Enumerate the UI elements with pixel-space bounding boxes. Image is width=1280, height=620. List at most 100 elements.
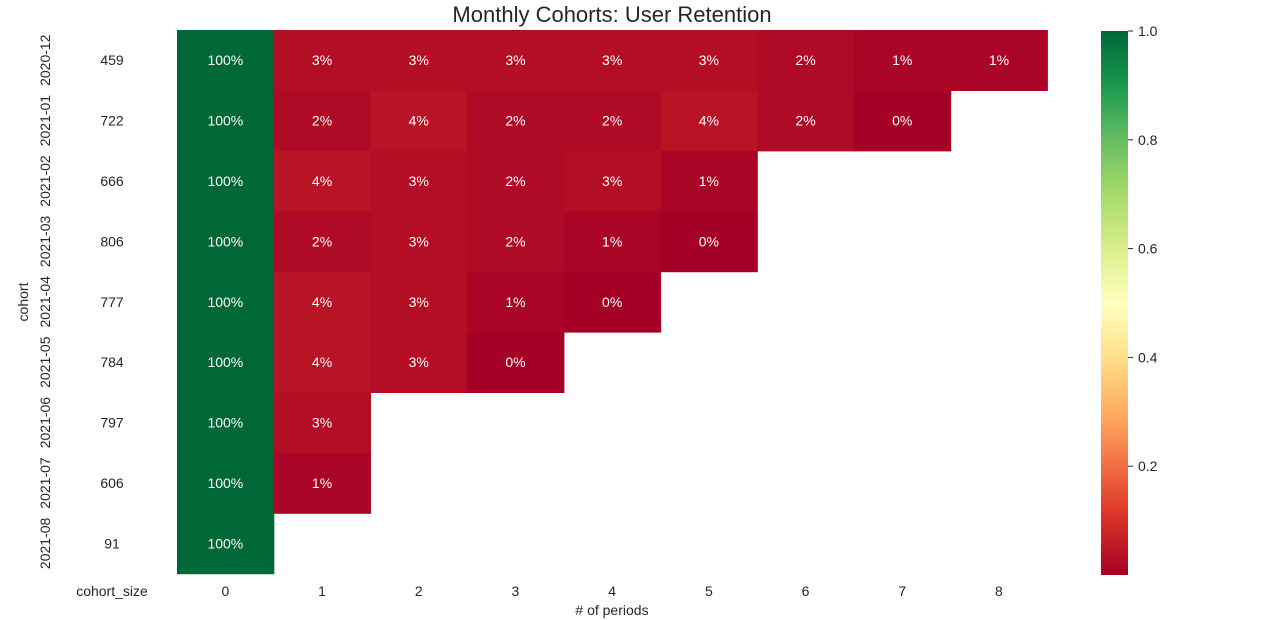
cohort-size-value: 784	[100, 354, 124, 370]
heatmap-cell	[467, 150, 565, 212]
heatmap-cell-label: 100%	[207, 415, 243, 431]
heatmap-cell-label: 3%	[409, 354, 429, 370]
heatmap-cell	[273, 271, 371, 333]
heatmap-cell-label: 100%	[207, 294, 243, 310]
heatmap-cell	[467, 211, 565, 273]
heatmap-cell	[660, 30, 758, 91]
cohort-size-label: cohort_size	[76, 583, 148, 599]
heatmap-cell	[563, 271, 662, 333]
cohort-size-value: 666	[100, 173, 124, 189]
y-tick-label: 2021-01	[37, 95, 53, 147]
y-tick-label: 2021-07	[37, 457, 53, 509]
heatmap-cell	[177, 150, 275, 212]
cohort-size-value: 797	[100, 415, 124, 431]
heatmap-cell	[467, 90, 565, 152]
heatmap-cell	[563, 30, 662, 91]
y-axis-label: cohort	[15, 282, 31, 321]
heatmap-cell-label: 4%	[312, 354, 332, 370]
x-axis-label: # of periods	[575, 602, 648, 618]
heatmap-cell-label: 1%	[602, 233, 622, 249]
heatmap-cell-label: 3%	[409, 233, 429, 249]
cohort-size-value: 722	[100, 113, 124, 129]
heatmap-cell-label: 1%	[892, 52, 912, 68]
heatmap-cell-label: 4%	[699, 113, 719, 129]
heatmap-cell	[853, 90, 952, 152]
heatmap-cell	[370, 271, 468, 333]
heatmap-cell	[660, 150, 758, 212]
colorbar-tick-label: 0.2	[1138, 458, 1158, 474]
heatmap-cell-label: 100%	[207, 233, 243, 249]
heatmap-cell	[563, 211, 662, 273]
heatmap-cell-label: 100%	[207, 52, 243, 68]
y-tick-label: 2021-05	[37, 336, 53, 388]
y-tick-label: 2021-03	[37, 216, 53, 268]
heatmap-cell	[853, 30, 952, 91]
heatmap-cell	[370, 332, 468, 393]
heatmap-cell	[273, 452, 371, 514]
x-tick-label: 3	[512, 583, 520, 599]
heatmap-cell	[273, 90, 371, 152]
heatmap-cell-label: 3%	[409, 173, 429, 189]
x-tick-label: 8	[995, 583, 1003, 599]
heatmap-cell-label: 3%	[505, 52, 525, 68]
colorbar-tick-label: 0.8	[1138, 132, 1158, 148]
heatmap-cell	[273, 211, 371, 273]
heatmap-cell	[370, 211, 468, 273]
heatmap-cell	[563, 90, 662, 152]
heatmap-cell	[177, 90, 275, 152]
x-tick-label: 0	[221, 583, 229, 599]
heatmap-cell	[563, 150, 662, 212]
heatmap-cell-label: 0%	[505, 354, 525, 370]
heatmap-cell	[273, 150, 371, 212]
cohort-size-value: 459	[100, 52, 124, 68]
heatmap-cell-label: 2%	[505, 173, 525, 189]
cohort-size-value: 777	[100, 294, 124, 310]
cohort-size-value: 806	[100, 233, 124, 249]
heatmap-cell-label: 4%	[409, 113, 429, 129]
heatmap-cell	[177, 452, 275, 514]
x-tick-label: 6	[802, 583, 810, 599]
y-tick-label: 2021-04	[37, 276, 53, 328]
heatmap-cell-label: 1%	[505, 294, 525, 310]
heatmap-cell-label: 4%	[312, 173, 332, 189]
heatmap-cell-label: 3%	[312, 415, 332, 431]
heatmap-cell-label: 2%	[312, 113, 332, 129]
heatmap-cell	[467, 332, 565, 393]
heatmap-cell-label: 1%	[312, 475, 332, 491]
heatmap-cell	[177, 211, 275, 273]
heatmap-cell-label: 1%	[989, 52, 1009, 68]
heatmap-cell-label: 0%	[892, 113, 912, 129]
heatmap-cell	[757, 30, 855, 91]
heatmap-cell-label: 100%	[207, 173, 243, 189]
x-tick-label: 4	[608, 583, 616, 599]
x-tick-label: 7	[898, 583, 906, 599]
heatmap-cell-label: 2%	[505, 233, 525, 249]
y-tick-label: 2021-02	[37, 155, 53, 207]
heatmap-cell-label: 0%	[699, 233, 719, 249]
heatmap-cell	[177, 332, 275, 393]
heatmap-cell	[177, 271, 275, 333]
cohort-size-value: 91	[104, 535, 120, 551]
cohort-size-value: 606	[100, 475, 124, 491]
heatmap-cell-label: 3%	[602, 52, 622, 68]
heatmap-cell-label: 3%	[409, 52, 429, 68]
heatmap-cell	[950, 30, 1048, 91]
y-tick-label: 2020-12	[37, 34, 53, 86]
heatmap-cell	[757, 90, 855, 152]
heatmap-cell-label: 0%	[602, 294, 622, 310]
heatmap-cell-label: 100%	[207, 535, 243, 551]
heatmap-cell-label: 100%	[207, 354, 243, 370]
heatmap-cell	[660, 211, 758, 273]
colorbar-tick-label: 1.0	[1138, 23, 1158, 39]
heatmap-cell-label: 2%	[312, 233, 332, 249]
heatmap-cell-label: 2%	[602, 113, 622, 129]
cohort-size-column: 459 722 666 806 777 784 797 606 91	[100, 52, 124, 551]
x-tick-label: 5	[705, 583, 713, 599]
heatmap-cell	[177, 513, 275, 575]
heatmap-cell-label: 2%	[795, 52, 815, 68]
heatmap-cell	[273, 392, 371, 454]
heatmap-cell	[370, 90, 468, 152]
heatmap-cell-label: 100%	[207, 113, 243, 129]
heatmap-cell-label: 2%	[505, 113, 525, 129]
